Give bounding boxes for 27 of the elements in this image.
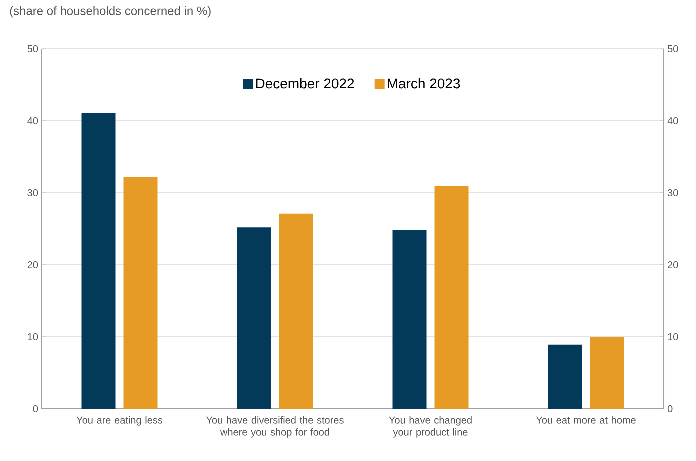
y2-tick-label: 20 <box>668 261 678 269</box>
x-tick-label: You are eating less <box>76 416 163 426</box>
y-tick-label: 30 <box>28 189 38 197</box>
y-tick-label: 20 <box>28 261 38 269</box>
y-tick-label: 0 <box>33 405 38 413</box>
y2-tick-label: 30 <box>668 189 678 197</box>
legend-label: March 2023 <box>388 78 460 89</box>
bar <box>279 214 314 409</box>
x-tick-label: You have diversified the stores where you shop for food <box>206 416 344 438</box>
y2-tick-label: 50 <box>668 45 678 53</box>
x-tick-label: You eat more at home <box>536 416 636 424</box>
bar <box>82 113 116 409</box>
bar <box>124 177 158 409</box>
y2-tick-label: 0 <box>668 405 673 413</box>
bar <box>392 230 427 409</box>
y2-tick-label: 40 <box>668 117 678 125</box>
bar <box>434 186 469 409</box>
bar <box>548 344 582 409</box>
chart-subtitle: (share of households concerned in %) <box>10 6 211 18</box>
y2-tick-label: 10 <box>668 333 678 341</box>
legend-label: December 2022 <box>256 78 354 89</box>
bar <box>590 337 624 409</box>
y-tick-label: 40 <box>28 117 38 125</box>
bar <box>237 228 272 409</box>
x-tick-label: You have changed your product line <box>389 416 472 438</box>
y-tick-label: 10 <box>28 333 38 341</box>
y-tick-label: 50 <box>28 45 38 53</box>
